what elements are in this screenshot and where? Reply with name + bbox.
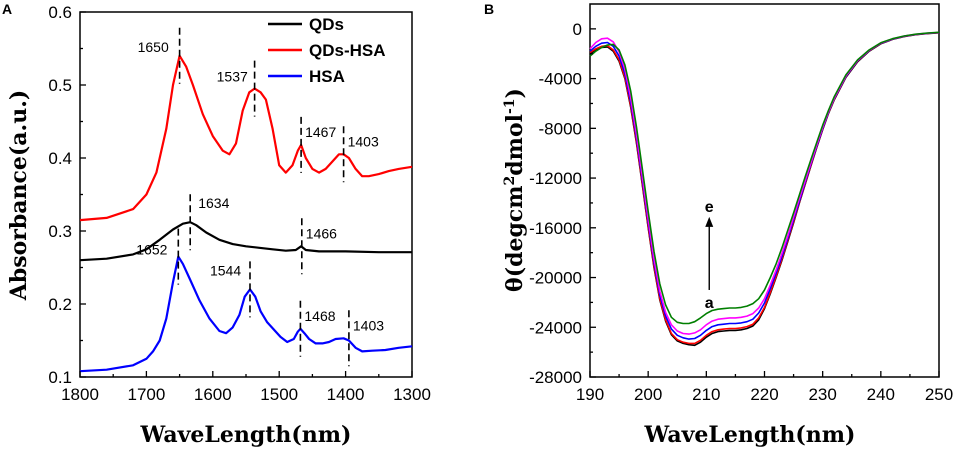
series-line-c [589,31,940,340]
y-axis-title-b-sup1: 2 [502,176,518,186]
x-axis-title-a: WaveLength(nm) [140,422,352,448]
chart-panel-b: B 190 200 210 220 230 240 250 0 -4000 -8000 -1200… [484,1,953,448]
y-tick-label-b-4: -16000 [529,219,582,238]
x-tick-label-b-4: 230 [808,385,836,404]
legend-label-qds: QDs [309,15,344,34]
x-tick-label-b-5: 240 [867,385,895,404]
panel-label-b: B [484,1,494,17]
series-line-hsa [79,255,413,373]
y-tick-label-a-1: 0.2 [48,295,72,314]
x-tick-label-b-2: 210 [692,385,720,404]
peak-label-0: 1650 [138,39,169,55]
y-tick-label-b-0: 0 [573,20,582,39]
y-tick-label-a-2: 0.3 [48,222,72,241]
y-tick-label-b-6: -24000 [529,318,582,337]
y-tick-label-a-3: 0.4 [48,149,72,168]
y-axis-title-b-suffix: ) [502,88,528,98]
x-tick-label-a-0: 1800 [61,385,99,404]
y-tick-label-b-1: -4000 [539,70,582,89]
legend-a: QDs QDs-HSA HSA [268,15,386,86]
series-line-qds-hsa [79,54,413,222]
x-tick-label-a-4: 1400 [327,385,365,404]
peak-label-4: 1634 [198,195,229,211]
x-tick-label-b-3: 220 [750,385,778,404]
y-tick-label-b-2: -8000 [539,119,582,138]
x-axis-title-b: WaveLength(nm) [644,422,856,448]
x-tick-label-a-5: 1300 [393,385,431,404]
x-tick-label-b-6: 250 [925,385,953,404]
x-tick-label-a-2: 1600 [194,385,232,404]
series-line-e [589,31,940,325]
trend-label-a: a [705,295,714,312]
trend-arrow-head [705,216,714,227]
peak-label-7: 1544 [210,262,241,278]
peak-label-3: 1403 [348,133,379,149]
x-tick-label-a-3: 1500 [260,385,298,404]
x-tick-label-a-1: 1700 [127,385,165,404]
y-axis-title-a: Absorbance(a.u.) [6,90,32,302]
y-axis-title-b-middle: dmol [502,114,528,176]
x-tick-label-b-1: 200 [634,385,662,404]
peak-label-6: 1652 [136,242,167,258]
series-line-qds [79,221,412,262]
peak-label-1: 1537 [217,69,248,85]
y-tick-label-b-3: -12000 [529,169,582,188]
panel-label-a: A [2,1,12,17]
y-axis-title-b-sup2: -1 [502,98,518,114]
x-tick-label-b-0: 190 [576,385,604,404]
legend-label-qds-hsa: QDs-HSA [309,41,386,60]
y-tick-label-a-0: 0.1 [48,368,72,387]
y-tick-label-a-5: 0.6 [48,3,72,22]
trend-label-e: e [705,199,714,216]
chart-panel-a: A 1650 1537 1467 1403 1634 1466 1652 1544 1468 14… [2,1,431,448]
y-axis-title-b-prefix: θ(degcm [502,185,528,292]
y-tick-label-b-7: -28000 [529,368,582,387]
peak-label-5: 1466 [306,225,337,241]
legend-label-hsa: HSA [309,67,345,86]
peak-label-9: 1403 [353,317,384,333]
peak-label-8: 1468 [304,308,335,324]
trend-arrow: e a [705,199,714,312]
peak-label-2: 1467 [305,124,336,140]
y-tick-label-b-5: -20000 [529,269,582,288]
y-tick-label-a-4: 0.5 [48,76,72,95]
y-axis-title-b: θ(degcm2dmol-1) [502,88,528,292]
